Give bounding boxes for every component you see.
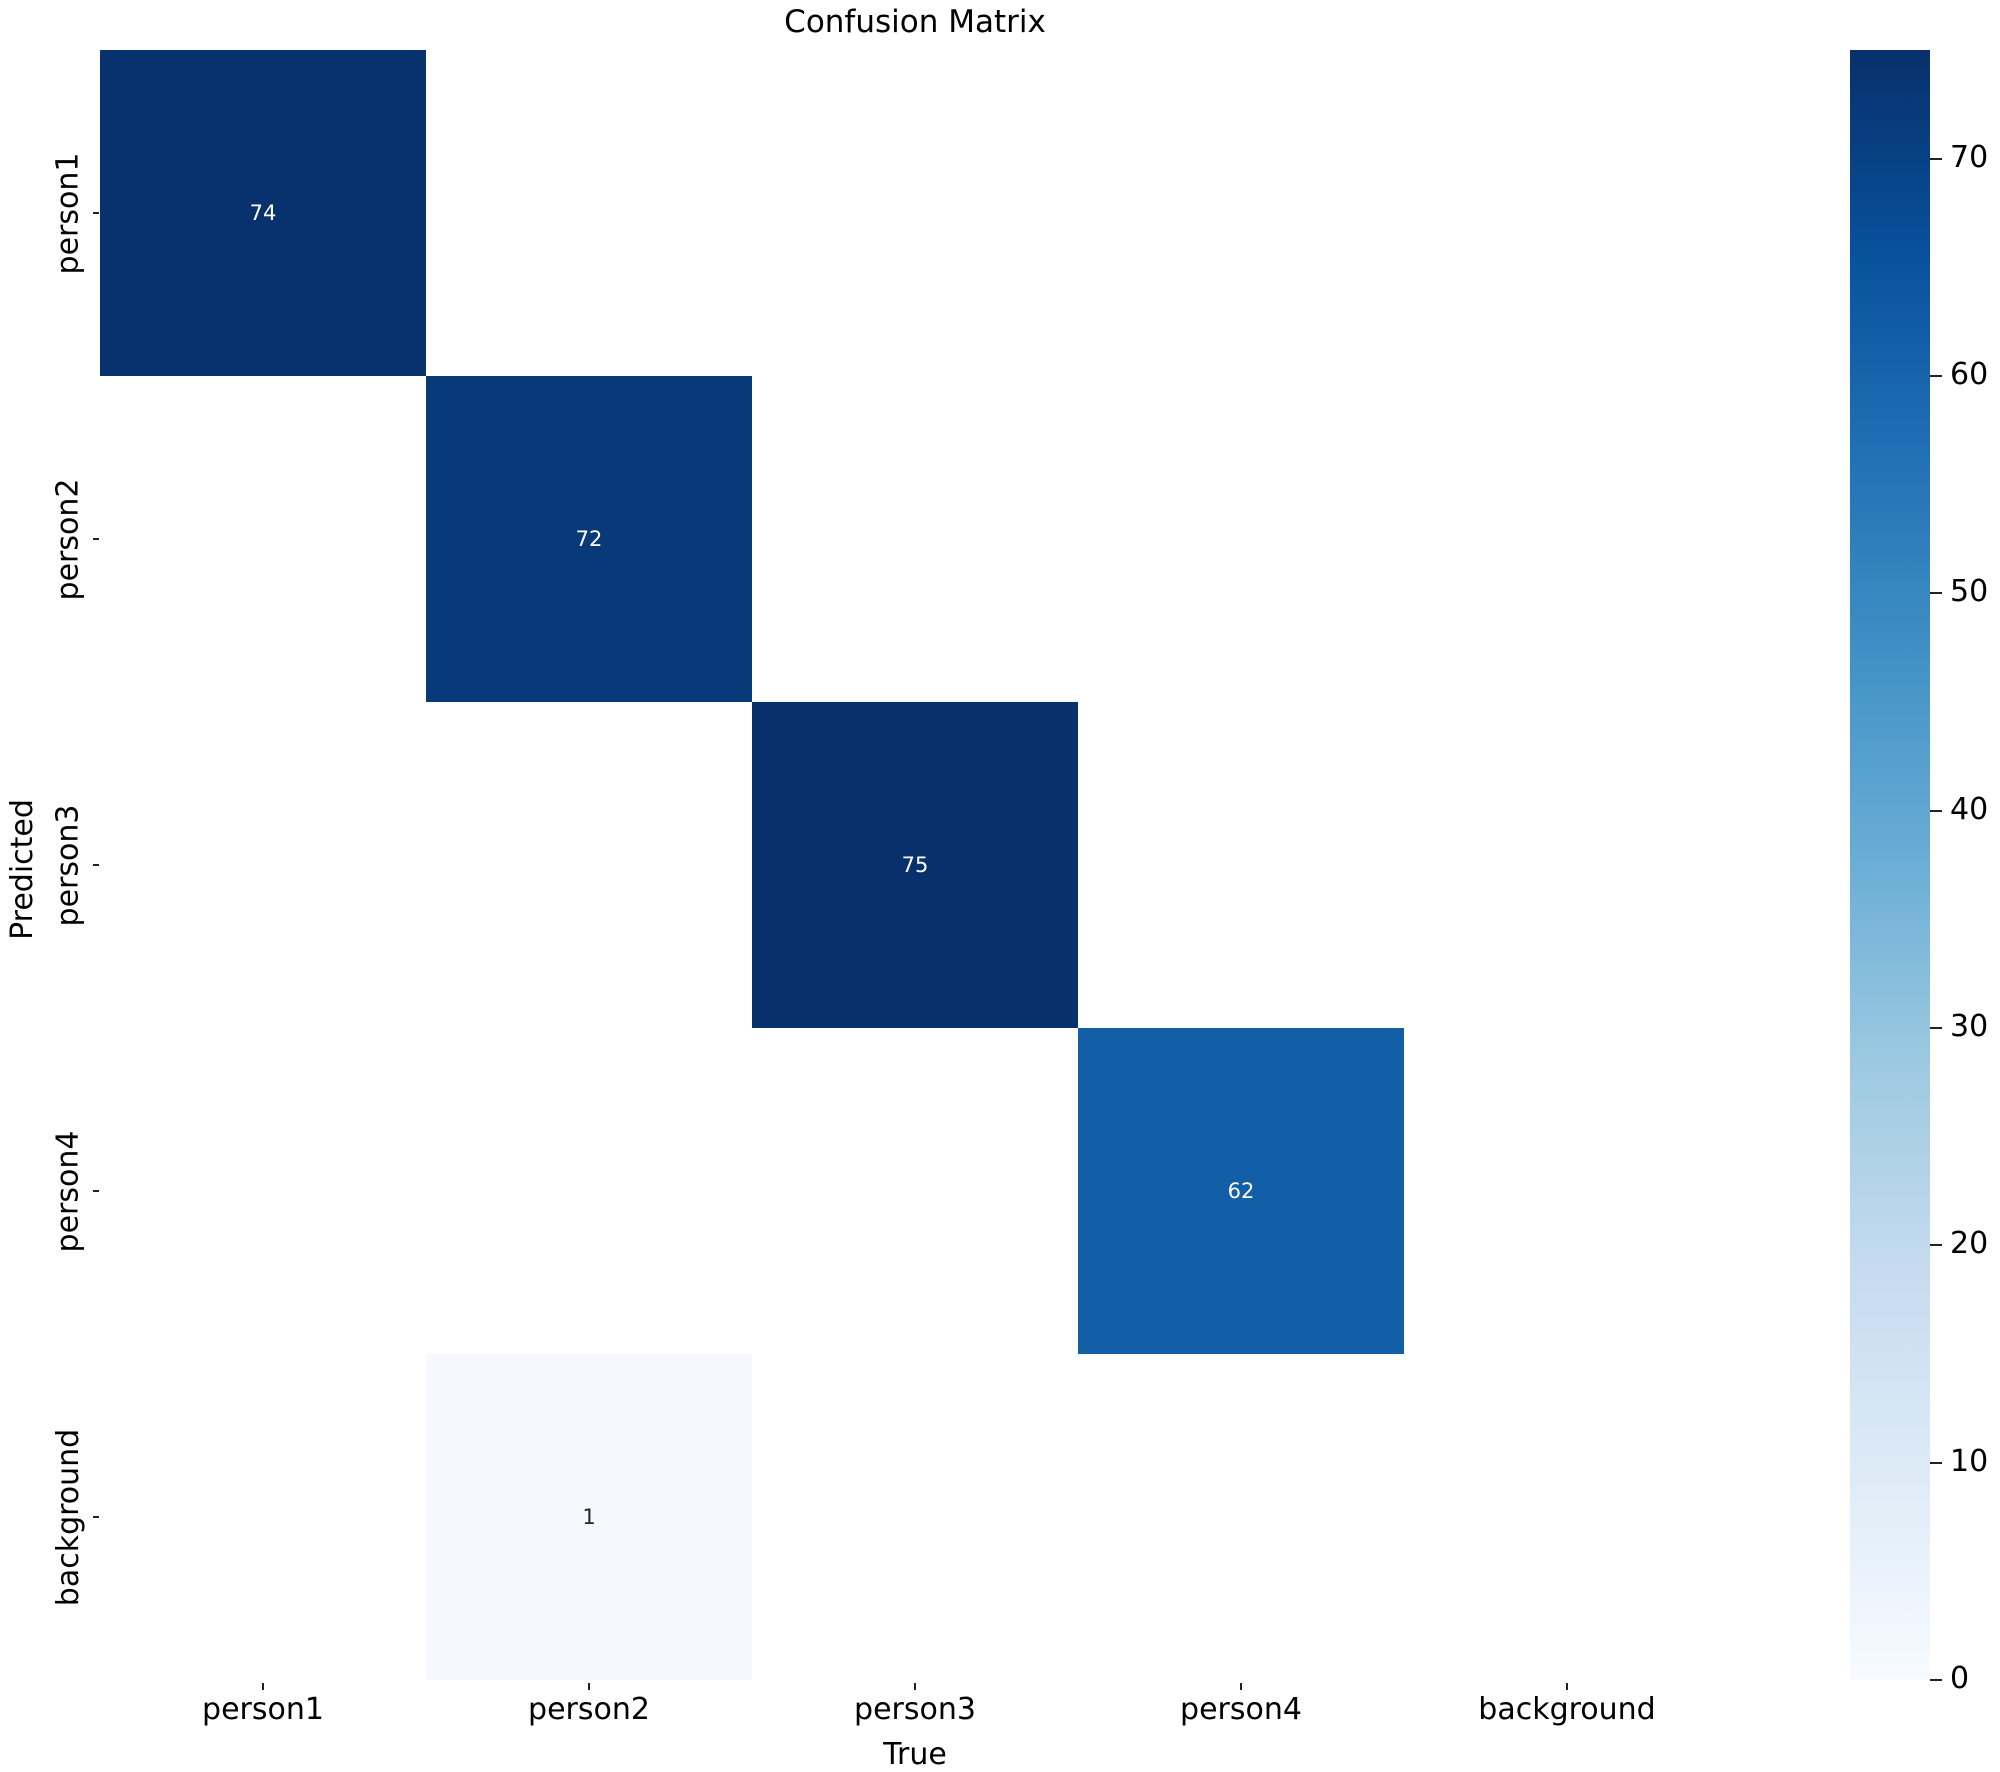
chart-title: Confusion Matrix: [784, 4, 1046, 40]
heatmap-cell: 1: [426, 1354, 752, 1680]
y-tick-mark: [93, 538, 99, 540]
x-tick-label: person4: [1180, 1692, 1302, 1727]
heatmap-grid: 74 72 75 62 1: [100, 50, 1730, 1680]
heatmap-cell: 74: [100, 50, 426, 376]
x-tick-label: background: [1478, 1692, 1656, 1727]
colorbar-tick-label: 60: [1950, 357, 1989, 392]
colorbar-tick-mark: [1930, 157, 1942, 160]
colorbar-tick-mark: [1930, 1679, 1942, 1681]
colorbar-tick-label: 70: [1950, 139, 1989, 175]
colorbar-tick-label: 0: [1950, 1661, 1970, 1696]
x-tick-label: person2: [528, 1692, 650, 1727]
x-tick-mark: [1566, 1683, 1568, 1690]
y-tick-mark: [93, 1516, 99, 1518]
heatmap-cell: 75: [752, 702, 1078, 1028]
y-tick-mark: [93, 864, 99, 866]
x-tick-mark: [914, 1683, 916, 1690]
colorbar-tick-mark: [1930, 375, 1942, 377]
colorbar-tick-label: 10: [1950, 1443, 1989, 1479]
y-tick-label: person1: [50, 152, 86, 274]
colorbar-tick-mark: [1930, 1461, 1942, 1464]
x-tick-mark: [262, 1683, 264, 1690]
colorbar-tick-label: 20: [1950, 1226, 1989, 1262]
x-tick-mark: [588, 1683, 590, 1690]
x-tick-label: person1: [202, 1692, 324, 1727]
y-tick-label: person3: [50, 804, 86, 926]
y-tick-mark: [93, 212, 99, 214]
colorbar-tick-mark: [1930, 1244, 1942, 1247]
x-axis-label: True: [883, 1737, 947, 1772]
colorbar-tick-mark: [1930, 1027, 1942, 1029]
y-tick-mark: [93, 1190, 99, 1192]
y-tick-label: background: [50, 1428, 86, 1606]
y-tick-label: person2: [50, 478, 86, 600]
colorbar-tick-mark: [1930, 592, 1942, 595]
y-tick-label: person4: [50, 1130, 86, 1252]
colorbar-tick-label: 40: [1950, 791, 1989, 827]
colorbar-tick-label: 30: [1950, 1009, 1989, 1044]
colorbar-tick-label: 50: [1950, 574, 1989, 610]
heatmap-cell: 72: [426, 376, 752, 702]
colorbar: [1850, 50, 1930, 1680]
x-tick-mark: [1240, 1683, 1242, 1690]
x-tick-label: person3: [854, 1692, 976, 1727]
colorbar-tick-mark: [1930, 809, 1942, 812]
heatmap-cell: 62: [1078, 1028, 1404, 1354]
y-axis-label: Predicted: [4, 798, 40, 940]
